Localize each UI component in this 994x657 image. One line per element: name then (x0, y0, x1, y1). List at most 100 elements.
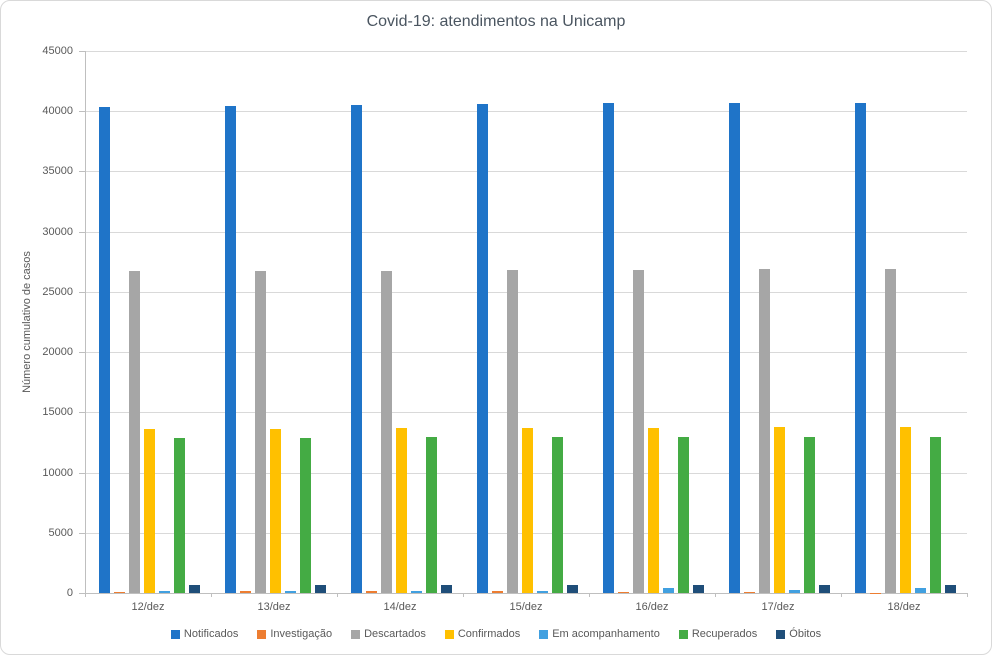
legend-swatch (257, 629, 267, 639)
y-tick-mark (79, 472, 85, 474)
legend-swatch (170, 629, 180, 639)
legend: Notificados Investigação Descartados Confir… (1, 628, 991, 640)
bar-notificados (476, 103, 488, 593)
legend-label: Descartados (364, 628, 426, 640)
chart-title: Covid-19: atendimentos na Unicamp (366, 13, 626, 30)
y-axis-line (85, 51, 86, 593)
gridline (85, 171, 967, 173)
legend-swatch (776, 629, 786, 639)
legend-label: Em acompanhamento (552, 628, 660, 640)
bar-investigacao (743, 592, 755, 593)
bar-descartados (128, 271, 140, 593)
bar-investigacao (239, 591, 251, 593)
x-axis-label: 16/dez (635, 601, 669, 613)
y-tick-mark (79, 352, 85, 354)
y-tick-label: 25000 (42, 285, 73, 298)
bar-descartados (884, 269, 896, 593)
gridline (85, 352, 967, 354)
bar-em-acompanhamento (662, 588, 674, 593)
bar-descartados (632, 269, 644, 593)
bar-confirmados (773, 427, 785, 593)
y-tick-mark (79, 111, 85, 113)
bar-group-17/dez (716, 51, 842, 593)
x-tick-mark (337, 593, 338, 597)
legend-swatch (678, 629, 688, 639)
bar-recuperados (299, 437, 311, 593)
legend-label: Notificados (183, 628, 239, 640)
bar-investigacao (365, 590, 377, 593)
gridline (85, 111, 967, 113)
bar-notificados (728, 102, 740, 593)
bar-group-16/dez (590, 51, 716, 593)
y-tick-label: 0 (66, 587, 73, 599)
x-tick-mark (211, 593, 212, 597)
legend-swatch (539, 629, 549, 639)
x-tick-mark (589, 593, 590, 597)
bar-em-acompanhamento (788, 589, 800, 593)
bar-obitos (314, 585, 326, 593)
y-tick-mark (79, 532, 85, 534)
bar-em-acompanhamento (410, 590, 422, 593)
legend-item-confirmados: Confirmados (444, 628, 521, 640)
bar-recuperados (929, 436, 941, 593)
x-axis-label: 17/dez (761, 601, 795, 613)
bar-notificados (98, 107, 110, 593)
x-axis-label: 14/dez (383, 601, 417, 613)
legend-label: Investigação (270, 628, 333, 640)
bar-descartados (758, 269, 770, 593)
gridline (85, 51, 967, 52)
bar-obitos (818, 585, 830, 593)
bar-confirmados (899, 426, 911, 593)
y-tick-mark (79, 412, 85, 414)
y-tick-label: 35000 (42, 165, 73, 178)
gridline (85, 412, 967, 414)
bar-recuperados (677, 437, 689, 593)
bar-descartados (254, 271, 266, 593)
y-tick-label: 10000 (42, 466, 73, 479)
x-tick-mark (715, 593, 716, 597)
y-tick-label: 15000 (42, 406, 73, 419)
bar-recuperados (551, 437, 563, 593)
bar-descartados (506, 270, 518, 593)
legend-swatch (351, 629, 361, 639)
gridline (85, 291, 967, 293)
y-tick-label: 20000 (42, 346, 73, 359)
bar-notificados (602, 103, 614, 593)
bar-em-acompanhamento (158, 591, 170, 593)
bar-recuperados (173, 437, 185, 593)
bar-notificados (350, 104, 362, 593)
y-tick-mark (79, 291, 85, 293)
bar-investigacao (113, 592, 125, 593)
bar-obitos (692, 585, 704, 593)
bar-group-14/dez (338, 51, 464, 593)
legend-swatch (444, 629, 454, 639)
legend-item-notificados: Notificados (170, 628, 239, 640)
bar-em-acompanhamento (284, 590, 296, 593)
y-tick-label: 45000 (42, 45, 73, 57)
x-axis-label: 15/dez (509, 601, 543, 613)
bar-obitos (566, 585, 578, 593)
legend-label: Confirmados (457, 628, 521, 640)
bar-group-18/dez (842, 51, 968, 593)
y-tick-label: 40000 (42, 105, 73, 118)
bar-em-acompanhamento (914, 588, 926, 593)
bar-investigacao (491, 591, 503, 593)
bar-confirmados (395, 428, 407, 593)
bar-em-acompanhamento (536, 590, 548, 593)
y-tick-mark (79, 51, 85, 52)
legend-item-descartados: Descartados (351, 628, 426, 640)
bar-investigacao (617, 592, 629, 593)
bar-confirmados (521, 428, 533, 593)
y-tick-mark (79, 171, 85, 173)
x-tick-mark (463, 593, 464, 597)
legend-label: Recuperados (691, 628, 758, 640)
bar-group-12/dez (86, 51, 212, 593)
x-axis-label: 13/dez (257, 601, 291, 613)
x-tick-mark (967, 593, 968, 597)
x-axis-label: 18/dez (887, 601, 921, 613)
bar-obitos (944, 585, 956, 593)
legend-item-obitos: Óbitos (776, 628, 821, 640)
bar-group-13/dez (212, 51, 338, 593)
bar-group-15/dez (464, 51, 590, 593)
